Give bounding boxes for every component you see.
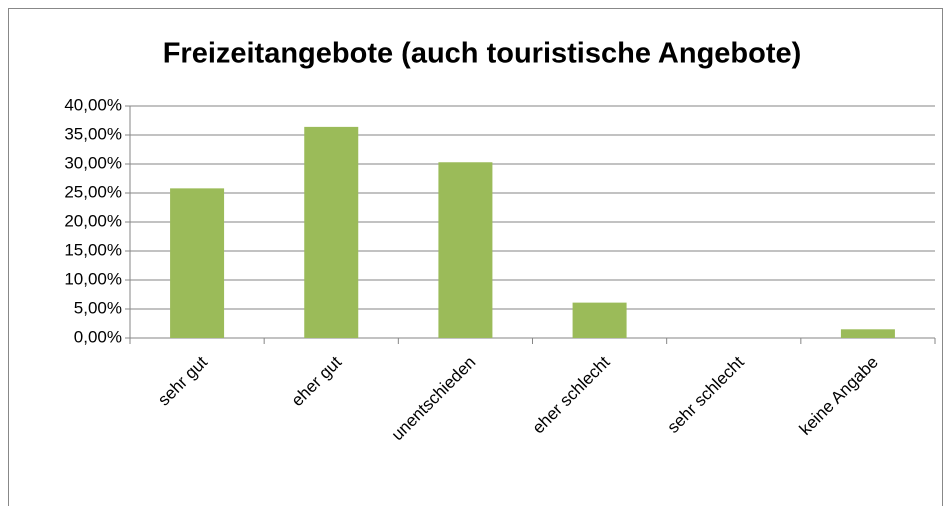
y-tick-label: 30,00% — [64, 153, 122, 172]
y-tick-label: 15,00% — [64, 240, 122, 259]
y-tick-label: 10,00% — [64, 269, 122, 288]
chart-title: Freizeitangebote (auch touristische Ange… — [163, 38, 802, 70]
y-tick-label: 0,00% — [74, 327, 122, 346]
y-tick-label: 5,00% — [74, 298, 122, 317]
bar — [170, 188, 225, 338]
y-tick-label: 35,00% — [64, 124, 122, 143]
bar — [438, 162, 493, 338]
y-tick-label: 25,00% — [64, 182, 122, 201]
y-tick-label: 40,00% — [64, 95, 122, 114]
y-tick-label: 20,00% — [64, 211, 122, 230]
bar — [840, 329, 895, 338]
bar — [572, 302, 627, 338]
bar — [304, 126, 359, 338]
